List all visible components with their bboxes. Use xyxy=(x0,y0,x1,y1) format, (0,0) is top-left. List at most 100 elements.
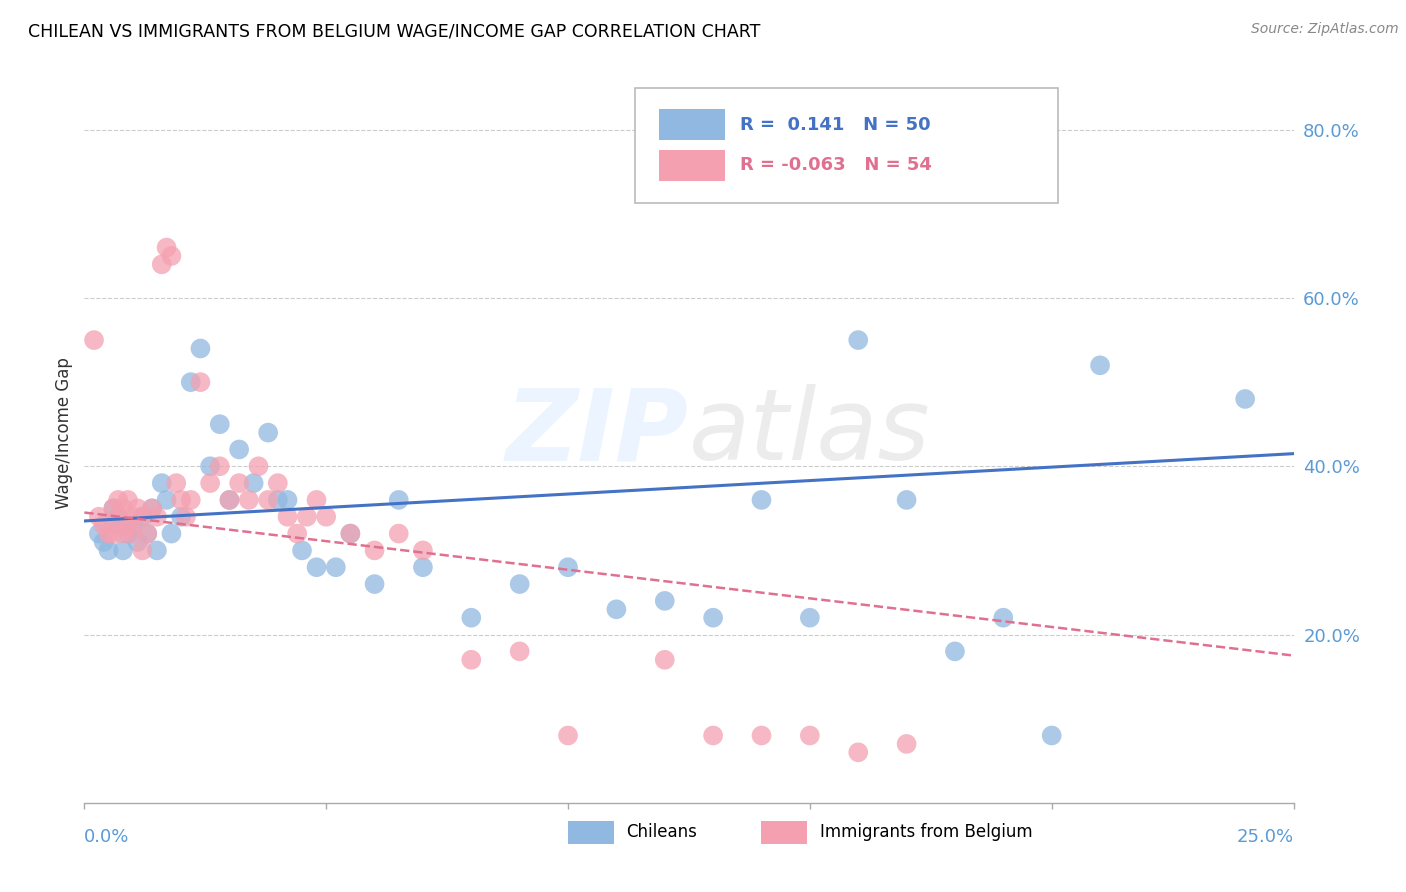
Point xyxy=(131,543,153,558)
Point xyxy=(112,526,135,541)
Point xyxy=(228,442,250,457)
Point xyxy=(103,501,125,516)
Point xyxy=(702,729,724,743)
Text: CHILEAN VS IMMIGRANTS FROM BELGIUM WAGE/INCOME GAP CORRELATION CHART: CHILEAN VS IMMIGRANTS FROM BELGIUM WAGE/… xyxy=(28,22,761,40)
Point xyxy=(170,509,193,524)
Point xyxy=(208,459,231,474)
Point xyxy=(460,610,482,624)
Point xyxy=(112,543,135,558)
Point xyxy=(363,543,385,558)
Point xyxy=(97,543,120,558)
Point xyxy=(112,501,135,516)
Point xyxy=(799,610,821,624)
Point xyxy=(146,543,169,558)
Point xyxy=(127,501,149,516)
Text: Chileans: Chileans xyxy=(626,823,697,841)
Text: R = -0.063   N = 54: R = -0.063 N = 54 xyxy=(740,156,932,174)
Point xyxy=(150,476,173,491)
Text: Immigrants from Belgium: Immigrants from Belgium xyxy=(820,823,1032,841)
Point xyxy=(97,526,120,541)
Point xyxy=(218,492,240,507)
Point xyxy=(295,509,318,524)
Point xyxy=(509,644,531,658)
FancyBboxPatch shape xyxy=(634,88,1057,203)
Point xyxy=(305,560,328,574)
Point xyxy=(93,518,115,533)
Point xyxy=(267,492,290,507)
Point xyxy=(228,476,250,491)
Point xyxy=(127,535,149,549)
Point xyxy=(174,509,197,524)
Point xyxy=(103,526,125,541)
Point xyxy=(121,509,143,524)
FancyBboxPatch shape xyxy=(762,822,807,844)
Y-axis label: Wage/Income Gap: Wage/Income Gap xyxy=(55,357,73,508)
FancyBboxPatch shape xyxy=(659,109,725,140)
Point xyxy=(107,509,129,524)
Point xyxy=(993,610,1015,624)
Text: R =  0.141   N = 50: R = 0.141 N = 50 xyxy=(740,116,931,134)
Point xyxy=(170,492,193,507)
Point xyxy=(198,476,221,491)
Point xyxy=(165,476,187,491)
Point xyxy=(160,526,183,541)
Point xyxy=(117,526,139,541)
Point xyxy=(751,729,773,743)
Point xyxy=(702,610,724,624)
Point xyxy=(285,526,308,541)
Point xyxy=(460,653,482,667)
Point xyxy=(412,543,434,558)
Point xyxy=(198,459,221,474)
Point xyxy=(141,501,163,516)
Point xyxy=(107,509,129,524)
Point xyxy=(799,729,821,743)
Point xyxy=(363,577,385,591)
Point xyxy=(117,492,139,507)
Point xyxy=(107,492,129,507)
Point xyxy=(117,518,139,533)
Point xyxy=(1088,359,1111,373)
Point xyxy=(896,492,918,507)
Point xyxy=(257,425,280,440)
Point xyxy=(121,526,143,541)
Point xyxy=(121,518,143,533)
Point xyxy=(846,333,869,347)
Point xyxy=(242,476,264,491)
Point xyxy=(218,492,240,507)
Point xyxy=(83,333,105,347)
FancyBboxPatch shape xyxy=(659,150,725,181)
Point xyxy=(131,509,153,524)
Point xyxy=(557,560,579,574)
Point xyxy=(943,644,966,658)
Point xyxy=(247,459,270,474)
FancyBboxPatch shape xyxy=(568,822,614,844)
Point xyxy=(325,560,347,574)
Point xyxy=(93,535,115,549)
Text: 25.0%: 25.0% xyxy=(1236,828,1294,846)
Point xyxy=(136,526,159,541)
Point xyxy=(87,526,110,541)
Point xyxy=(238,492,260,507)
Point xyxy=(87,509,110,524)
Point xyxy=(150,257,173,271)
Text: ZIP: ZIP xyxy=(506,384,689,481)
Point xyxy=(141,501,163,516)
Point xyxy=(155,240,177,255)
Point xyxy=(654,594,676,608)
Point xyxy=(267,476,290,491)
Point xyxy=(136,526,159,541)
Point xyxy=(155,492,177,507)
Point xyxy=(1040,729,1063,743)
Point xyxy=(131,509,153,524)
Point xyxy=(276,509,298,524)
Point xyxy=(190,342,212,356)
Point xyxy=(103,501,125,516)
Point xyxy=(146,509,169,524)
Point xyxy=(654,653,676,667)
Point xyxy=(180,375,202,389)
Point xyxy=(103,518,125,533)
Point xyxy=(315,509,337,524)
Point xyxy=(896,737,918,751)
Point xyxy=(305,492,328,507)
Point xyxy=(180,492,202,507)
